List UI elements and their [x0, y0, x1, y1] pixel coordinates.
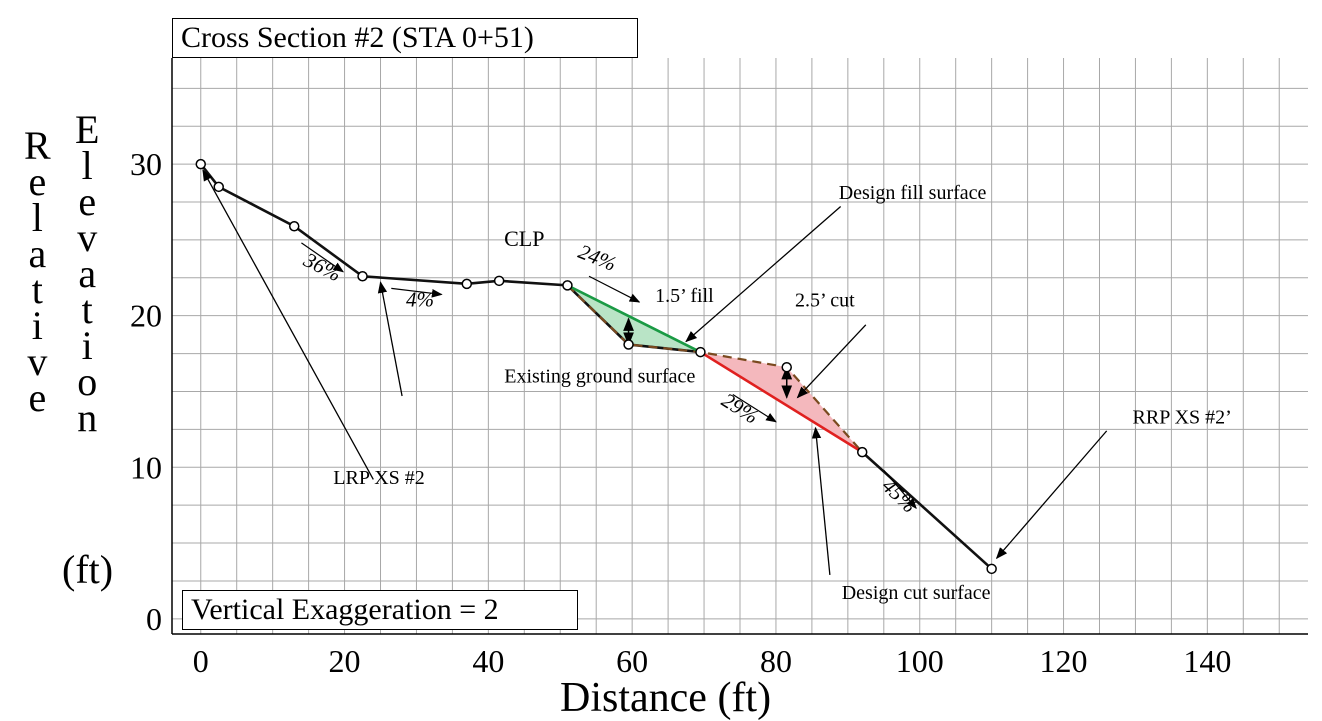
slope-arrow	[588, 275, 641, 303]
y-axis-label-unit: (ft)	[62, 547, 114, 592]
point-label: CLP	[504, 226, 544, 251]
callout-label: RRP XS #2’	[1133, 406, 1232, 428]
x-tick-label: 100	[896, 643, 944, 679]
survey-point	[562, 280, 573, 291]
x-tick-label: 140	[1183, 643, 1231, 679]
callout-arrow	[377, 281, 403, 397]
survey-point	[493, 275, 505, 287]
survey-point	[695, 346, 706, 358]
survey-point	[623, 339, 634, 350]
survey-point	[986, 563, 997, 575]
x-tick-label: 120	[1040, 643, 1088, 679]
y-tick-label: 10	[130, 449, 162, 485]
slope-arrow	[391, 287, 443, 298]
slope-arrow	[883, 469, 917, 510]
series-line	[699, 350, 863, 454]
slope-arrow	[301, 242, 345, 273]
slope-label: 24%	[575, 239, 620, 276]
callout-label: Design cut surface	[842, 582, 991, 604]
x-tick-label: 60	[616, 643, 648, 679]
series-line	[861, 451, 993, 570]
callout-arrow	[796, 324, 867, 399]
callout-label: 2.5’ cut	[795, 290, 855, 312]
x-tick-label: 0	[193, 643, 209, 679]
y-tick-label: 20	[130, 298, 162, 334]
survey-point	[288, 221, 300, 232]
survey-point	[195, 158, 207, 170]
callout-label: Design fill surface	[839, 182, 987, 204]
x-tick-label: 20	[329, 643, 361, 679]
callout-arrow	[685, 206, 842, 343]
grid	[172, 58, 1308, 634]
y-tick-label: 0	[146, 601, 162, 637]
survey-point	[357, 271, 368, 282]
measure-label: 1.5’ fill	[655, 285, 714, 307]
callout-label: Existing ground surface	[504, 365, 695, 387]
slope-arrow	[732, 393, 777, 423]
x-tick-label: 80	[760, 643, 792, 679]
slope-label: 36%	[299, 247, 345, 286]
survey-point	[781, 361, 792, 373]
chart-title: Cross Section #2 (STA 0+51)	[172, 18, 638, 58]
slope-label: 4%	[406, 288, 434, 312]
callout-label: LRP XS #2	[333, 467, 425, 489]
y-tick-label: 30	[130, 146, 162, 182]
callout-arrow	[995, 430, 1108, 560]
survey-point	[461, 278, 473, 290]
x-tick-label: 40	[472, 643, 504, 679]
survey-point	[213, 181, 224, 193]
callout-arrow	[811, 426, 831, 575]
callout-arrow	[202, 169, 374, 480]
vertical-exaggeration-note: Vertical Exaggeration = 2	[182, 590, 578, 630]
x-axis-label: Distance (ft)	[560, 675, 772, 721]
survey-point	[856, 446, 868, 458]
